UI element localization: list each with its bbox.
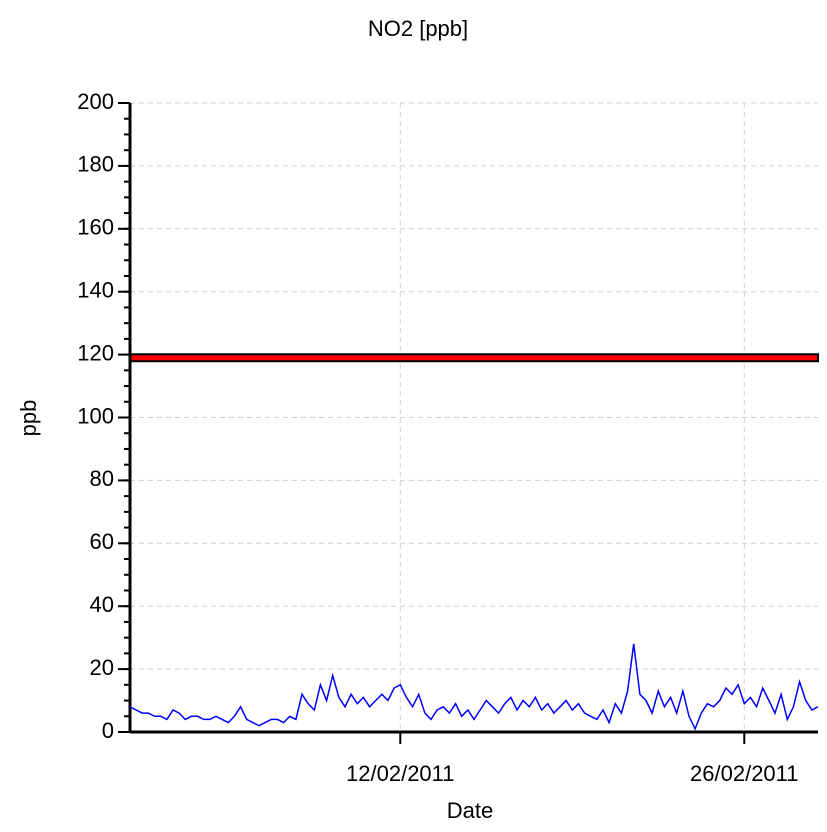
y-tick-label: 100 (77, 403, 114, 428)
y-tick-label: 0 (102, 718, 114, 743)
x-tick-label: 12/02/2011 (346, 761, 454, 786)
y-tick-label: 200 (77, 89, 114, 114)
y-tick-label: 60 (90, 529, 114, 554)
y-tick-label: 160 (77, 215, 114, 240)
data-line (129, 643, 819, 731)
threshold-line (129, 353, 819, 363)
y-tick-label: 180 (77, 152, 114, 177)
x-tick-label: 26/02/2011 (690, 761, 798, 786)
chart-title: NO2 [ppb] (368, 16, 468, 41)
y-tick-label: 40 (90, 592, 114, 617)
y-tick-label: 120 (77, 340, 114, 365)
y-tick-label: 80 (90, 466, 114, 491)
x-axis-label: Date (447, 798, 493, 823)
y-axis-label: ppb (16, 400, 41, 437)
y-tick-label: 140 (77, 278, 114, 303)
y-tick-label: 20 (90, 655, 114, 680)
